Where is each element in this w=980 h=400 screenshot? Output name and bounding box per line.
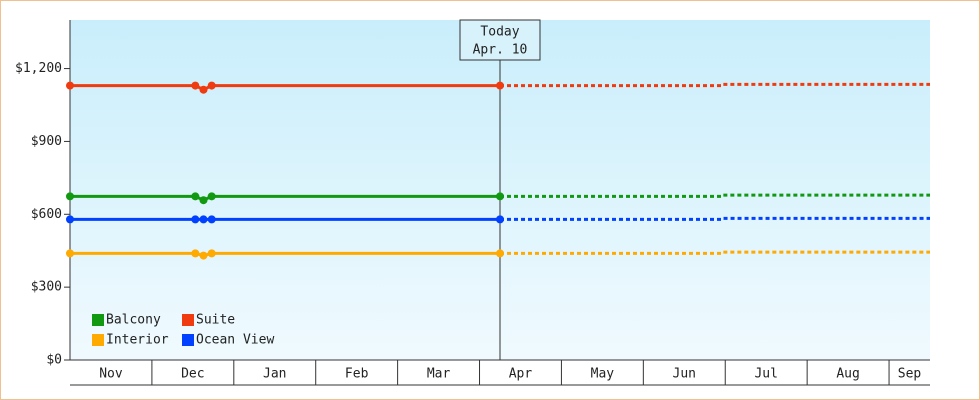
x-tick-label: Dec (181, 367, 204, 382)
legend-label: Balcony (106, 313, 161, 328)
y-tick-label: $900 (31, 134, 62, 149)
legend-swatch (92, 334, 104, 346)
y-tick-label: $1,200 (15, 61, 62, 76)
x-tick-label: Jul (754, 367, 777, 382)
price-point (496, 249, 504, 258)
y-tick-label: $0 (46, 353, 62, 368)
price-point (191, 81, 200, 90)
legend-label: Suite (196, 313, 235, 328)
x-tick-label: Aug (836, 367, 859, 382)
x-tick-label: Feb (345, 367, 369, 382)
price-point (199, 215, 208, 224)
y-tick-label: $600 (31, 207, 62, 222)
legend-swatch (182, 314, 194, 326)
legend-label: Interior (106, 333, 169, 348)
x-tick-label: Jan (263, 367, 286, 382)
x-tick-label: May (591, 367, 615, 382)
today-date: Apr. 10 (473, 43, 528, 58)
y-tick-label: $300 (31, 280, 62, 295)
price-point (207, 215, 216, 224)
x-tick-label: Apr (509, 367, 533, 382)
price-point (496, 81, 504, 90)
x-tick-label: Mar (427, 367, 451, 382)
price-point (199, 251, 208, 260)
x-tick-label: Nov (99, 367, 123, 382)
price-point (207, 249, 216, 258)
legend-label: Ocean View (196, 333, 274, 348)
legend-swatch (182, 334, 194, 346)
price-point (207, 81, 216, 90)
price-point (199, 85, 208, 94)
price-point (496, 215, 504, 224)
price-point (191, 192, 200, 201)
price-point (496, 192, 504, 201)
price-point (66, 249, 74, 258)
price-point (191, 249, 200, 258)
x-tick-label: Jun (673, 367, 696, 382)
price-point (66, 215, 74, 224)
price-point (191, 215, 200, 224)
today-label: Today (480, 25, 519, 40)
legend-swatch (92, 314, 104, 326)
x-tick-label: Sep (898, 367, 922, 382)
price-point (199, 196, 208, 205)
price-point (66, 192, 74, 201)
today-box (459, 19, 541, 61)
price-point (66, 81, 74, 90)
price-point (207, 192, 216, 201)
